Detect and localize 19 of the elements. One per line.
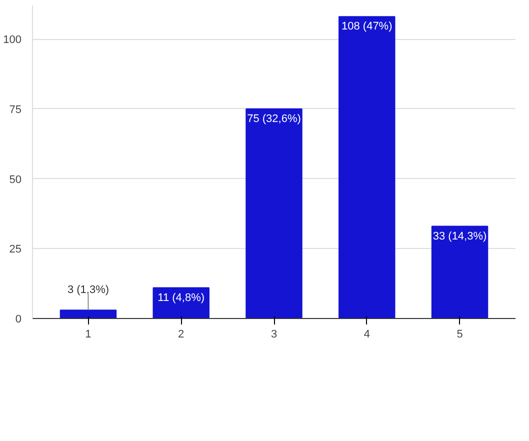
x-tick-label: 2 — [178, 328, 184, 340]
bar — [60, 310, 117, 318]
x-tick-label: 1 — [85, 328, 92, 340]
data-label: 11 (4,8%) — [158, 292, 205, 304]
bar — [338, 16, 396, 318]
data-label: 3 (1,3%) — [67, 284, 110, 296]
x-tick-label: 4 — [364, 328, 370, 340]
bar — [431, 226, 488, 318]
y-tick-label: 0 — [15, 314, 22, 326]
data-label: 108 (47%) — [342, 20, 392, 33]
x-tick-label: 5 — [456, 328, 463, 340]
y-tick-label: 100 — [3, 34, 22, 46]
data-label: 75 (32,6%) — [247, 112, 301, 125]
data-label: 33 (14,3%) — [432, 230, 487, 242]
bar — [246, 108, 302, 318]
y-tick-label: 25 — [9, 244, 22, 256]
y-tick-label: 75 — [9, 104, 22, 116]
x-tick-label: 3 — [270, 328, 278, 340]
y-tick-label: 50 — [9, 174, 22, 186]
